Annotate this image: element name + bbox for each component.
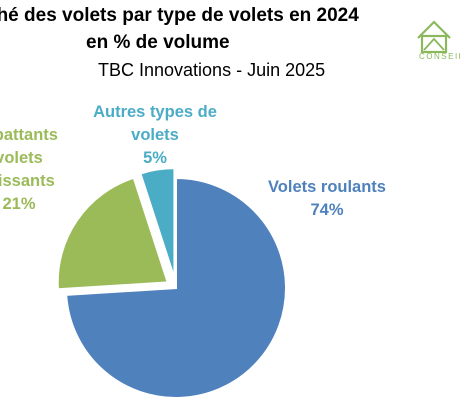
value-label: 5% — [143, 149, 167, 168]
category-label: Autres types de volets — [93, 103, 217, 145]
chart-subtitle: TBC Innovations - Juin 2025 — [98, 60, 326, 80]
house-logo-icon — [417, 20, 451, 54]
chart-title-line-1: ché des volets par type de volets en 202… — [0, 5, 359, 26]
data-label-volets-battants: s battants volets ulissants 21% — [0, 124, 68, 216]
data-label-volets-roulants: Volets roulants 74% — [252, 176, 402, 222]
value-label: 21% — [2, 195, 36, 214]
data-label-autres-types: Autres types de volets 5% — [90, 101, 220, 170]
category-label: Volets roulants — [268, 178, 386, 196]
slice-volets-battants — [56, 176, 170, 291]
chart-title-line-2: en % de volume — [86, 32, 230, 53]
slice-autres-types — [139, 167, 176, 279]
value-label: 74% — [310, 201, 344, 220]
slice-volets-roulants — [65, 176, 287, 399]
logo-text: CONSEIL — [419, 52, 460, 61]
category-label: s battants volets ulissants — [0, 126, 58, 191]
